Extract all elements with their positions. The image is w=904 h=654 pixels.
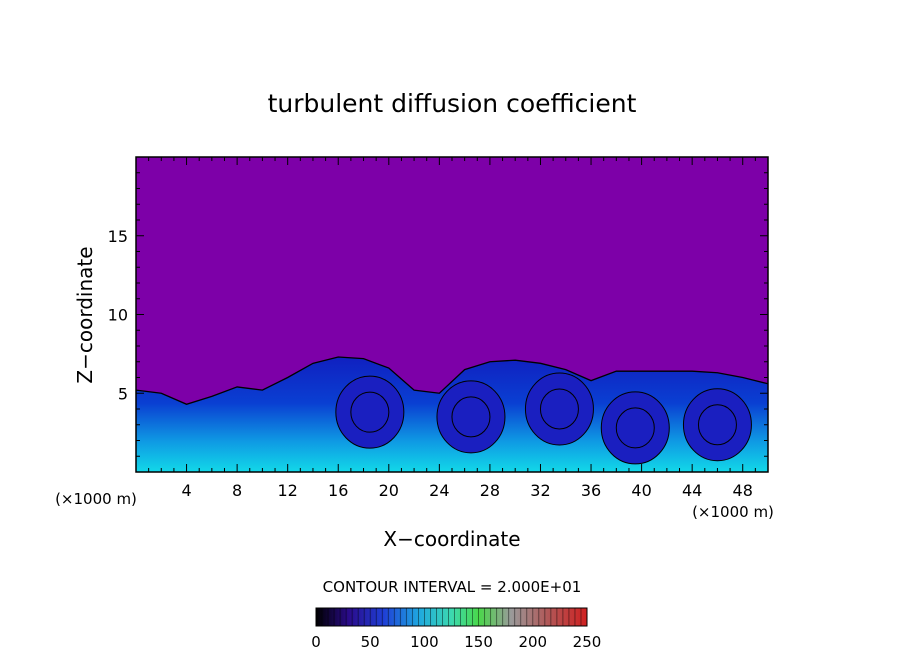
colorbar-tick-label: 0 [311, 633, 321, 651]
eddy-core-4 [682, 388, 752, 462]
x-tick-label: 16 [328, 481, 348, 500]
x-tick-label: 36 [581, 481, 601, 500]
eddy-inner-contour-4 [697, 404, 737, 446]
x-tick-label: 8 [232, 481, 242, 500]
x-tick-label: 4 [181, 481, 191, 500]
x-unit-left: (×1000 m) [55, 490, 137, 508]
layer-top-contour [136, 356, 768, 405]
eddy-inner-contour-2 [539, 388, 579, 430]
colorbar-tick-label: 50 [361, 633, 380, 651]
y-tick-label: 10 [108, 306, 128, 325]
eddy-inner-contour-1 [451, 396, 491, 438]
x-tick-label: 20 [379, 481, 399, 500]
x-tick-label: 24 [429, 481, 449, 500]
x-tick-label: 48 [733, 481, 753, 500]
eddy-core-3 [600, 391, 670, 465]
chart-title: turbulent diffusion coefficient [268, 89, 637, 118]
contour-interval-text: CONTOUR INTERVAL = 2.000E+01 [323, 578, 582, 596]
colorbar-tick-label: 200 [518, 633, 547, 651]
x-axis-label: X−coordinate [383, 527, 520, 551]
x-tick-label: 28 [480, 481, 500, 500]
x-tick-label: 40 [631, 481, 651, 500]
eddy-inner-contour-0 [350, 391, 390, 433]
colorbar-tick-label: 150 [464, 633, 493, 651]
x-unit-right: (×1000 m) [692, 503, 774, 521]
y-axis-label: Z−coordinate [73, 246, 97, 383]
y-tick-label: 5 [118, 384, 128, 403]
eddy-core-0 [335, 375, 405, 449]
colorbar [315, 607, 588, 627]
colorbar-tick-label: 250 [573, 633, 602, 651]
x-tick-label: 12 [278, 481, 298, 500]
x-tick-label: 32 [530, 481, 550, 500]
x-tick-label: 44 [682, 481, 702, 500]
colorbar-tick-label: 100 [410, 633, 439, 651]
eddy-inner-contour-3 [615, 407, 655, 449]
y-tick-label: 15 [108, 227, 128, 246]
eddy-core-2 [524, 372, 594, 446]
eddy-core-1 [436, 380, 506, 454]
